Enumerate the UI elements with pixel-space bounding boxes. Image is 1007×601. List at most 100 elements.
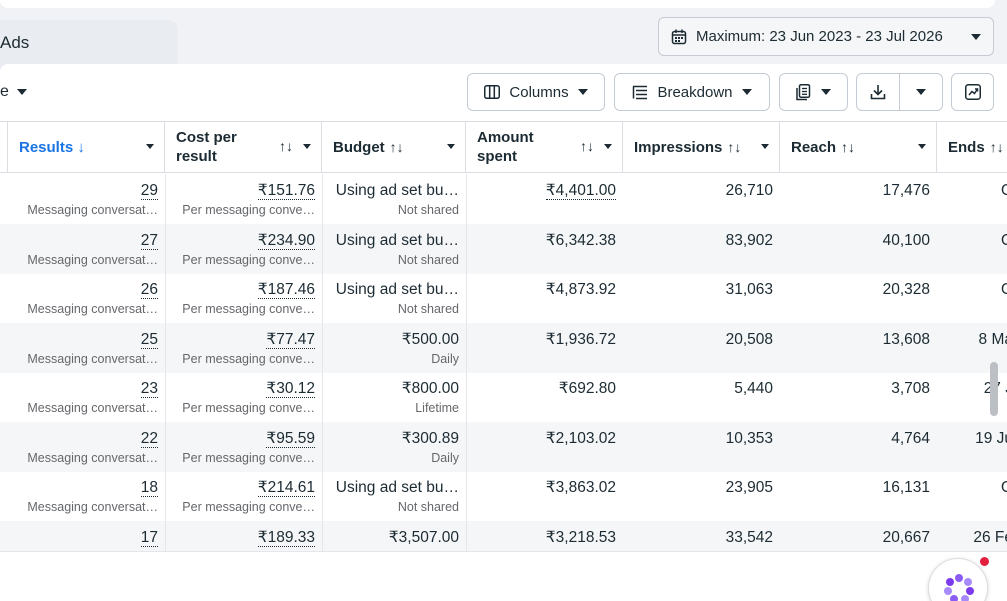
chevron-down-icon[interactable]	[303, 144, 311, 149]
cost-per-result-cell-value[interactable]: ₹30.12	[266, 380, 315, 398]
results-cell: 17Messaging conversat…	[16, 528, 158, 552]
budget-cell-value: ₹800.00	[401, 380, 459, 397]
results-cell-value[interactable]: 23	[140, 380, 158, 398]
chart-button[interactable]	[951, 73, 994, 111]
ends-cell: O	[943, 478, 1007, 497]
date-range-picker[interactable]: Maximum: 23 Jun 2023 - 23 Jul 2026	[658, 17, 994, 56]
column-header-cost-per-result[interactable]: Cost per result ↑↓	[165, 122, 322, 172]
sort-icon[interactable]: ↑↓	[279, 138, 293, 154]
budget-cell-value: ₹3,507.00	[388, 528, 459, 546]
impressions-cell: 26,710	[633, 181, 773, 200]
results-cell-value[interactable]: 17	[140, 528, 158, 547]
impressions-cell: 10,353	[633, 429, 773, 448]
amount-spent-cell-value[interactable]: ₹4,401.00	[545, 182, 616, 200]
amount-spent-cell: ₹692.80	[476, 379, 616, 398]
amount-spent-cell-value: ₹3,863.02	[545, 479, 616, 496]
breakdown-button[interactable]: Breakdown	[614, 73, 770, 111]
export-menu-button[interactable]	[900, 74, 942, 110]
reach-cell: 3,708	[790, 379, 930, 398]
cost-per-result-cell-value[interactable]: ₹151.76	[257, 182, 315, 200]
columns-button[interactable]: Columns	[467, 73, 605, 111]
cost-per-result-cell-subtext: Per messaging conve…	[182, 252, 315, 267]
cost-per-result-cell: ₹187.46 Per messaging conve…	[173, 280, 315, 317]
sort-icon[interactable]: ↑↓	[989, 139, 1004, 155]
column-header-impressions[interactable]: Impressions ↑↓	[623, 122, 780, 172]
reports-icon	[796, 83, 811, 100]
table-body: 17Messaging conversat…₹189.33Per messagi…	[0, 174, 1007, 552]
sort-icon[interactable]: ↑↓	[841, 139, 856, 155]
impressions-cell: 83,902	[633, 231, 773, 250]
impressions-cell-value: 26,710	[725, 182, 773, 199]
cost-per-result-cell-subtext: Per messaging conve…	[182, 302, 315, 316]
reach-cell-value: 40,100	[882, 231, 930, 249]
sort-icon[interactable]: ↑↓	[727, 139, 742, 155]
results-cell: 27 Messaging conversat…	[16, 231, 158, 268]
cost-per-result-cell-value[interactable]: ₹77.47	[266, 330, 315, 349]
table-row[interactable]: 23 Messaging conversat… ₹30.12 Per messagin…	[0, 372, 1007, 422]
amount-spent-cell: ₹3,863.02	[476, 478, 616, 497]
columns-label: Columns	[509, 83, 569, 101]
impressions-cell-value: 83,902	[725, 231, 773, 249]
chart-icon	[964, 84, 981, 100]
ends-cell-value: 19 Ju	[975, 429, 1007, 447]
table-row[interactable]: 18 Messaging conversat… ₹214.61 Per messagi…	[0, 471, 1007, 521]
column-header-reach[interactable]: Reach ↑↓	[780, 122, 937, 172]
view-selector[interactable]: e	[0, 83, 27, 101]
impressions-cell: 20,508	[633, 330, 773, 349]
table-row[interactable]: 29 Messaging conversat… ₹151.76 Per messagi…	[0, 174, 1007, 224]
table-row[interactable]: 22 Messaging conversat… ₹95.59 Per messagin…	[0, 421, 1007, 472]
impressions-cell-value: 33,542	[725, 528, 773, 546]
budget-cell: ₹800.00 Lifetime	[329, 379, 459, 416]
column-header-amount-spent[interactable]: Amount spent ↑↓	[466, 122, 623, 172]
cost-per-result-cell: ₹151.76 Per messaging conve…	[173, 181, 315, 218]
cost-per-result-cell-value[interactable]: ₹214.61	[257, 479, 315, 497]
cost-per-result-cell-value[interactable]: ₹187.46	[257, 281, 315, 299]
impressions-cell: 31,063	[633, 280, 773, 299]
reach-cell: 20,667	[790, 528, 930, 547]
chevron-down-icon[interactable]	[447, 144, 455, 149]
results-cell-value[interactable]: 25	[140, 330, 158, 349]
impressions-cell: 23,905	[633, 478, 773, 497]
sort-icon[interactable]: ↑↓	[389, 139, 404, 155]
ends-cell: 26 Fe	[943, 528, 1007, 547]
sort-icon[interactable]: ↑↓	[580, 138, 594, 154]
results-cell-subtext: Messaging conversat…	[27, 351, 158, 366]
tab-ads[interactable]: Ads	[0, 20, 178, 70]
export-button[interactable]	[857, 74, 900, 110]
cost-per-result-cell-value[interactable]: ₹234.90	[257, 231, 315, 250]
table-row[interactable]: 17Messaging conversat… ₹189.33Per messagi…	[0, 520, 1007, 552]
budget-cell: Using ad set bu… Not shared	[329, 280, 459, 317]
table-row[interactable]: 27 Messaging conversat… ₹234.90 Per messagi…	[0, 223, 1007, 274]
results-cell-value[interactable]: 26	[140, 281, 158, 299]
budget-cell: Using ad set bu… Not shared	[329, 181, 459, 218]
chevron-down-icon[interactable]	[918, 144, 926, 149]
amount-spent-cell: ₹4,873.92	[476, 280, 616, 299]
table-row[interactable]: 26 Messaging conversat… ₹187.46 Per messagi…	[0, 273, 1007, 323]
results-cell-value[interactable]: 18	[140, 479, 158, 497]
results-cell-value[interactable]: 22	[140, 429, 158, 448]
budget-cell-subtext: Daily	[431, 351, 459, 366]
chevron-down-icon[interactable]	[604, 144, 612, 149]
reach-cell-value: 20,328	[882, 281, 930, 298]
column-header-ends[interactable]: Ends ↑↓	[937, 122, 1007, 172]
vertical-scrollbar[interactable]	[990, 362, 998, 416]
column-header-results[interactable]: Results ↓	[8, 122, 165, 172]
results-cell-value[interactable]: 27	[140, 231, 158, 250]
chevron-down-icon[interactable]	[146, 144, 154, 149]
reach-cell: 20,328	[790, 280, 930, 299]
chevron-down-icon[interactable]	[761, 144, 769, 149]
amount-spent-cell: ₹3,218.53	[476, 528, 616, 547]
results-cell-value[interactable]: 29	[140, 182, 158, 200]
amount-spent-cell-value: ₹4,873.92	[545, 281, 616, 298]
cost-per-result-cell-value[interactable]: ₹95.59	[266, 429, 315, 448]
cost-per-result-cell-value[interactable]: ₹189.33	[257, 528, 315, 547]
reports-button[interactable]	[779, 73, 848, 111]
ends-cell: O	[943, 181, 1007, 200]
table-row[interactable]: 25 Messaging conversat… ₹77.47 Per messagin…	[0, 322, 1007, 373]
budget-cell-value: Using ad set bu…	[335, 479, 459, 496]
results-cell-subtext: Messaging conversat…	[27, 401, 158, 415]
table-footer	[0, 551, 1007, 601]
column-header-budget[interactable]: Budget ↑↓	[322, 122, 466, 172]
ends-cell: 19 Ju	[943, 429, 1007, 448]
cost-per-result-cell: ₹189.33Per messaging conve…	[173, 528, 315, 552]
